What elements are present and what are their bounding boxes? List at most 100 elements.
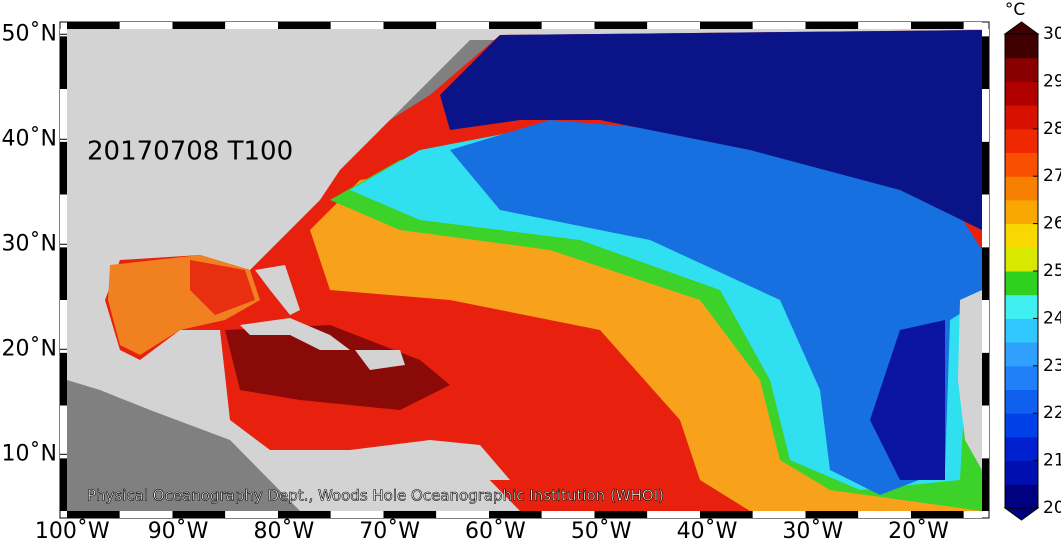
frame-segment: [963, 22, 982, 29]
frame-segment: [594, 511, 648, 518]
x-tick-label: 80˚W: [253, 519, 314, 544]
frame-segment: [541, 511, 595, 518]
x-tick-label: 70˚W: [359, 519, 420, 544]
x-tick-label: 60˚W: [465, 519, 526, 544]
frame-segment: [647, 511, 700, 518]
colorbar-swatch: [1005, 484, 1038, 509]
frame-segment: [60, 405, 67, 459]
frame-segment: [982, 36, 989, 89]
colorbar-swatch: [1005, 57, 1038, 82]
colorbar-swatch: [1005, 152, 1038, 177]
map: 20170708 T100 Physical Oceanography Dept…: [67, 29, 982, 511]
frame-segment: [982, 247, 989, 300]
frame-segment: [911, 22, 964, 29]
frame-segment: [982, 352, 989, 406]
frame-segment: [963, 511, 982, 518]
colorbar-tick-label: 23: [1043, 356, 1061, 376]
frame-segment: [489, 511, 542, 518]
x-tick-label: 20˚W: [888, 519, 949, 544]
frame-segment: [982, 29, 989, 37]
frame-segment: [982, 405, 989, 459]
frame-segment: [60, 29, 67, 37]
frame-segment: [67, 511, 120, 518]
cuba: [240, 318, 350, 350]
frame-segment: [225, 511, 278, 518]
colorbar-tick-label: 30: [1043, 24, 1061, 44]
colorbar-swatch: [1005, 365, 1038, 390]
x-tick-label: 90˚W: [148, 519, 209, 544]
colorbar-swatch: [1005, 223, 1038, 248]
colorbar-tick-label: 20: [1043, 498, 1061, 518]
frame-segment: [805, 511, 859, 518]
frame-segment: [858, 22, 911, 29]
frame-segment: [647, 22, 700, 29]
frame-segment: [60, 458, 67, 511]
colorbar-swatch: [1005, 247, 1038, 272]
colorbar: °C 20 21 22 23 24 25 26 27 28 29 30: [1003, 0, 1061, 521]
colorbar-tick-label: 26: [1043, 214, 1061, 234]
colorbar-tick-label: 29: [1043, 71, 1061, 91]
y-tick-label: 30˚N: [2, 231, 57, 256]
frame-segment: [541, 22, 595, 29]
frame-segment: [489, 22, 542, 29]
frame-segment: [700, 22, 753, 29]
colorbar-swatch: [1005, 318, 1038, 343]
frame-segment: [436, 511, 489, 518]
frame-segment: [172, 22, 226, 29]
frame-segment: [60, 89, 67, 142]
map-title: 20170708 T100: [87, 137, 293, 167]
colorbar-swatch: [1005, 176, 1038, 201]
colorbar-swatch: [1005, 34, 1038, 59]
florida: [255, 265, 300, 315]
colorbar-swatch: [1005, 128, 1038, 153]
sst-hot: [225, 325, 450, 410]
gulf-sst: [190, 260, 255, 315]
y-tick-label: 20˚N: [2, 336, 57, 361]
frame-segment: [982, 141, 989, 195]
colorbar-swatch: [1005, 271, 1038, 296]
colorbar-swatch: [1005, 413, 1038, 438]
frame-segment: [383, 22, 437, 29]
x-tick-label: 50˚W: [571, 519, 632, 544]
frame-segment: [752, 22, 806, 29]
y-tick-label: 40˚N: [2, 126, 57, 151]
africa: [958, 290, 982, 470]
frame-segment: [911, 511, 964, 518]
sst-22: [450, 120, 982, 495]
frame-segment: [60, 247, 67, 300]
south-america: [420, 440, 510, 480]
colorbar-swatch: [1005, 436, 1038, 462]
x-tick-label: 40˚W: [677, 519, 738, 544]
frame-segment: [330, 511, 384, 518]
frame-segment: [858, 511, 911, 518]
frame-segment: [60, 300, 67, 353]
colorbar-swatch: [1005, 294, 1038, 319]
colorbar-tick-label: 25: [1043, 261, 1061, 281]
x-tick-label: 100˚W: [35, 519, 110, 544]
frame-segment: [700, 511, 753, 518]
colorbar-bottom-arrow: [1003, 507, 1040, 521]
x-tick-label: 30˚W: [782, 519, 843, 544]
colorbar-tick-label: 28: [1043, 119, 1061, 139]
sst-cold: [440, 30, 982, 230]
frame-segment: [436, 22, 489, 29]
frame-segment: [982, 300, 989, 353]
colorbar-swatch: [1005, 199, 1038, 225]
frame-segment: [60, 141, 67, 195]
frame-segment: [383, 511, 437, 518]
colorbar-unit: °C: [1005, 0, 1025, 20]
frame-segment: [805, 22, 859, 29]
frame-segment: [60, 352, 67, 406]
colorbar-swatch: [1005, 105, 1038, 130]
colorbar-swatch: [1005, 389, 1038, 414]
frame-segment: [119, 511, 173, 518]
frame-segment: [982, 194, 989, 248]
frame-segment: [330, 22, 384, 29]
sst-20: [870, 320, 945, 480]
frame-segment: [982, 458, 989, 511]
frame-segment: [278, 22, 331, 29]
frame-segment: [752, 511, 806, 518]
colorbar-tick-label: 21: [1043, 451, 1061, 471]
frame-segment: [278, 511, 331, 518]
